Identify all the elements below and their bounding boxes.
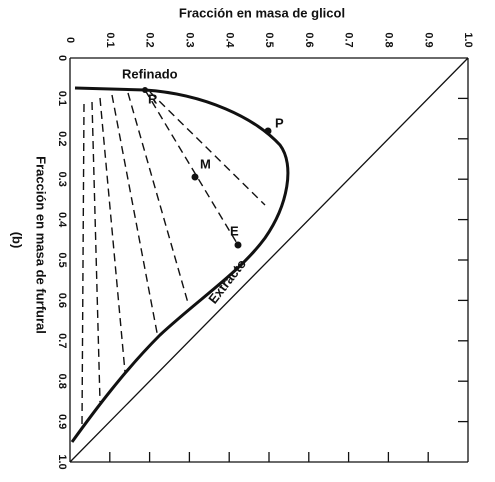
frame <box>69 57 469 463</box>
left-tick-label: 0.6 <box>56 293 68 308</box>
points <box>142 87 272 249</box>
point-e <box>234 241 242 249</box>
equilibrium-curve <box>70 86 290 443</box>
panel-label: (b) <box>10 232 25 249</box>
tie-line <box>91 101 101 403</box>
top-tick-label: 0 <box>64 37 76 43</box>
top-tick-label: 0.6 <box>303 32 315 47</box>
point-m <box>191 173 199 181</box>
left-tick-label: 0.3 <box>56 172 68 187</box>
point-label: E <box>230 223 239 238</box>
top-tick-label: 0.8 <box>382 32 394 47</box>
left-axis-title: Fracción en masa de furfural <box>34 156 49 334</box>
left-tick-label: 0.2 <box>56 131 68 146</box>
top-tick-label: 0.9 <box>422 32 434 47</box>
extract-label: Extracto <box>205 256 249 306</box>
tie-line <box>111 94 159 339</box>
tie-line <box>99 97 126 373</box>
top-tick-label: 0.5 <box>263 32 275 47</box>
tie-line <box>144 89 239 246</box>
left-tick-label: 0.4 <box>56 212 68 228</box>
top-axis-title: Fracción en masa de glicol <box>179 5 345 20</box>
point-label: P <box>275 115 284 130</box>
left-tick-label: 0 <box>56 55 68 61</box>
top-tick-label: 0.1 <box>104 32 116 47</box>
left-tick-label: 0.5 <box>56 252 68 267</box>
top-tick-label: 1.0 <box>462 32 474 47</box>
top-tick-label: 0.7 <box>343 32 355 47</box>
tie-line <box>149 91 266 206</box>
point-r <box>142 87 148 93</box>
point-label: R <box>148 91 158 106</box>
point-p <box>264 127 272 135</box>
diagonal <box>69 57 469 463</box>
top-tick-label: 0.4 <box>223 32 235 48</box>
point-label: M <box>200 156 211 171</box>
top-tick-label: 0.3 <box>183 32 195 47</box>
tie-line <box>127 92 189 304</box>
left-tick-label: 0.9 <box>56 414 68 429</box>
left-tick-label: 0.1 <box>56 91 68 106</box>
left-tick-label: 1.0 <box>56 454 68 469</box>
raffinate-label: Refinado <box>122 66 178 81</box>
left-tick-label: 0.7 <box>56 333 68 348</box>
top-tick-label: 0.2 <box>144 32 156 47</box>
tie-lines <box>81 89 266 426</box>
tie-line <box>81 103 85 426</box>
left-tick-label: 0.8 <box>56 374 68 389</box>
